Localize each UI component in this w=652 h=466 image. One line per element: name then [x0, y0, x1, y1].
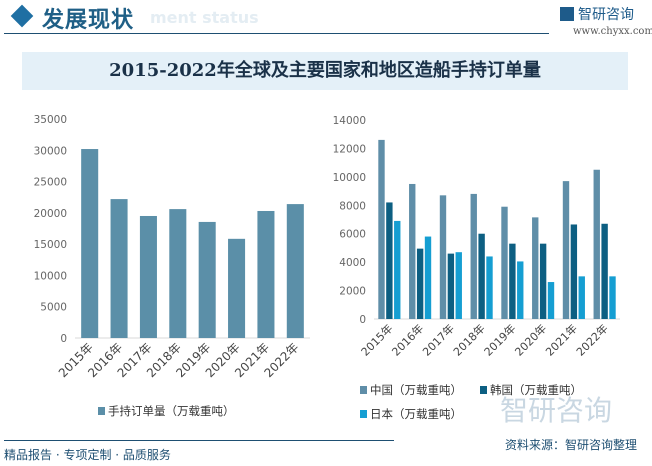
- bar-2017年-0: [439, 195, 447, 319]
- legend-swatch: [360, 386, 367, 394]
- bar-2021年-2: [578, 276, 585, 319]
- bar-2016年-1: [416, 248, 424, 319]
- bar-2015年-1: [386, 202, 393, 319]
- chart-title: 2015-2022年全球及主要国家和地区造船手持订单量: [109, 60, 541, 81]
- legend-swatch: [98, 407, 105, 415]
- y-tick-label: 2000: [339, 286, 366, 298]
- bar-2015年-2: [394, 220, 401, 319]
- legend-swatch: [360, 410, 367, 418]
- watermark-logo: 智研咨询: [500, 394, 613, 427]
- header-ghost-text: ment status: [150, 8, 259, 27]
- footer-slogan: 精品报告 · 专项定制 · 品质服务: [4, 448, 171, 462]
- bar-2020年-1: [539, 243, 547, 319]
- x-tick-label: 2021年: [543, 321, 580, 358]
- y-tick-label: 10000: [34, 270, 67, 282]
- x-tick-label: 2017年: [420, 321, 457, 358]
- bar-2019年-2: [517, 261, 524, 319]
- bar-2022年-0: [593, 169, 600, 319]
- legend-label: 中国（万载重吨）: [370, 383, 462, 397]
- bar-2017年-0: [139, 215, 157, 338]
- bar-2018年-0: [169, 209, 187, 338]
- y-tick-label: 5000: [40, 302, 67, 314]
- bar-2022年-0: [286, 204, 304, 338]
- bar-2021年-1: [570, 224, 578, 319]
- bar-2020年-0: [532, 217, 539, 319]
- y-tick-label: 35000: [34, 114, 67, 126]
- y-tick-label: 20000: [34, 208, 67, 220]
- website-url: www.chyxx.com: [573, 26, 652, 37]
- bar-2019年-1: [509, 243, 516, 319]
- bar-2017年-1: [447, 253, 455, 319]
- logo-icon: [560, 7, 574, 21]
- x-tick-label: 2019年: [481, 321, 518, 358]
- bar-2020年-0: [228, 238, 246, 338]
- x-tick-label: 2015年: [358, 321, 395, 358]
- x-tick-label: 2018年: [450, 321, 487, 358]
- logo-text: 智研咨询: [578, 7, 634, 23]
- global-orders-chart: 050001000015000200002500030000350002015年…: [34, 114, 310, 418]
- bar-2016年-0: [110, 199, 128, 338]
- bar-2022年-2: [609, 276, 616, 319]
- footer-divider: [4, 440, 394, 441]
- legend-label: 手持订单量（万载重吨）: [108, 404, 235, 418]
- y-tick-label: 8000: [339, 200, 366, 212]
- section-title: 发展现状: [42, 8, 135, 33]
- x-tick-label: 2020年: [512, 321, 549, 358]
- bar-2018年-1: [478, 233, 485, 319]
- bar-2017年-2: [455, 252, 462, 319]
- y-tick-label: 0: [60, 333, 67, 345]
- y-tick-label: 6000: [339, 229, 366, 241]
- bar-2019年-0: [198, 221, 216, 338]
- bar-2016年-0: [409, 183, 416, 319]
- y-tick-label: 14000: [333, 115, 366, 127]
- y-tick-label: 0: [359, 314, 366, 326]
- y-tick-label: 4000: [339, 257, 366, 269]
- bar-2016年-2: [424, 236, 432, 319]
- country-orders-chart: 020004000600080001000012000140002015年201…: [333, 115, 620, 421]
- bar-2018年-0: [470, 193, 477, 319]
- y-tick-label: 30000: [34, 145, 67, 157]
- legend-label: 韩国（万载重吨）: [490, 383, 582, 397]
- bar-2021年-0: [257, 210, 275, 338]
- y-tick-label: 10000: [333, 172, 366, 184]
- bar-2020年-2: [547, 282, 555, 319]
- y-tick-label: 25000: [34, 177, 67, 189]
- y-tick-label: 12000: [333, 143, 366, 155]
- data-source: 资料来源：智研咨询整理: [505, 438, 638, 452]
- bar-2015年-0: [81, 149, 99, 338]
- bar-2015年-0: [378, 139, 385, 319]
- x-tick-label: 2016年: [389, 321, 426, 358]
- bar-2022年-1: [601, 223, 608, 319]
- diamond-icon: [10, 4, 34, 28]
- y-tick-label: 15000: [34, 239, 67, 251]
- legend-label: 日本（万载重吨）: [370, 407, 462, 421]
- chart-title-banner: 2015-2022年全球及主要国家和地区造船手持订单量: [22, 52, 628, 90]
- bar-2018年-2: [486, 256, 493, 319]
- bar-2021年-0: [562, 181, 570, 319]
- header-divider: [4, 33, 549, 34]
- x-tick-label: 2022年: [573, 321, 610, 358]
- bar-2019年-0: [501, 206, 508, 319]
- legend-swatch: [480, 386, 487, 394]
- brand-logo: 智研咨询: [560, 4, 634, 24]
